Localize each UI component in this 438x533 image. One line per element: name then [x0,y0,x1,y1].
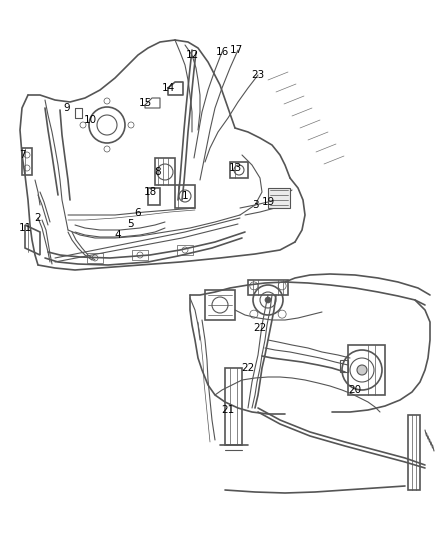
Text: 15: 15 [138,98,152,108]
Text: 12: 12 [185,50,198,60]
Text: 6: 6 [135,208,141,218]
Text: 10: 10 [83,115,96,125]
Text: 20: 20 [349,385,361,395]
Text: 18: 18 [143,187,157,197]
Text: 9: 9 [64,103,71,113]
Text: 17: 17 [230,45,243,55]
Text: 3: 3 [252,200,258,210]
Circle shape [357,365,367,375]
Text: 1: 1 [182,191,188,201]
Text: 11: 11 [18,223,32,233]
Text: 16: 16 [215,47,229,57]
Polygon shape [268,188,290,208]
Text: 19: 19 [261,197,275,207]
Text: 23: 23 [251,70,265,80]
Circle shape [265,297,271,303]
Text: 7: 7 [19,150,25,160]
Text: 4: 4 [115,230,121,240]
Text: 22: 22 [253,323,267,333]
Text: 21: 21 [221,405,235,415]
Text: 2: 2 [35,213,41,223]
Text: 5: 5 [127,219,133,229]
Text: 8: 8 [155,167,161,177]
Text: 14: 14 [161,83,175,93]
Text: 13: 13 [228,163,242,173]
Text: 22: 22 [241,363,254,373]
